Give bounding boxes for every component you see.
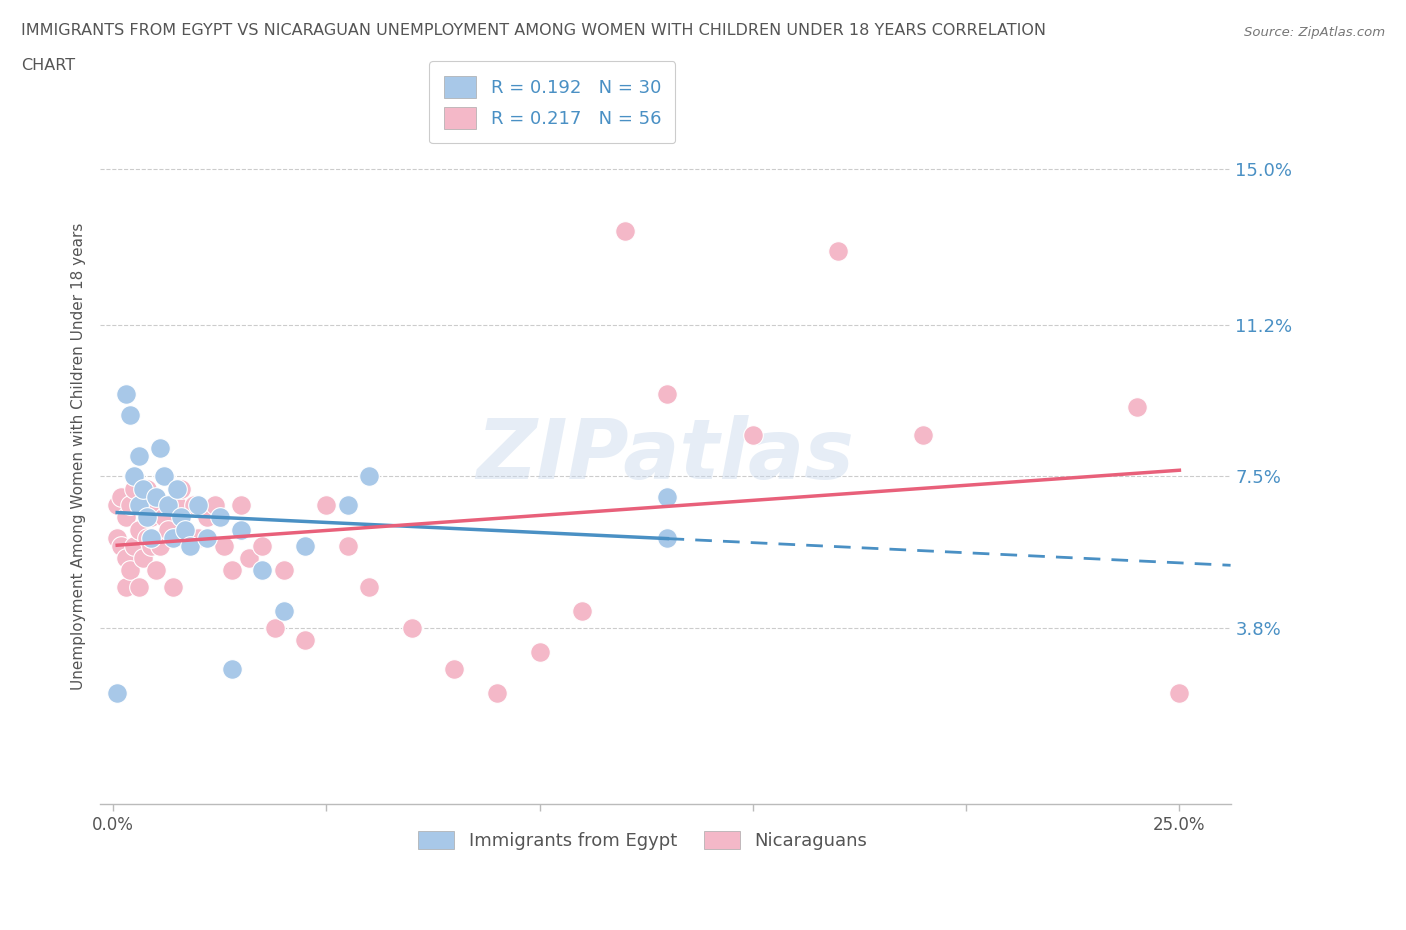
Point [273, 604, 295, 618]
Point [187, 530, 209, 545]
Point [157, 498, 180, 512]
Point [114, 387, 136, 402]
Point [128, 498, 150, 512]
Point [145, 489, 167, 504]
Point [114, 579, 136, 594]
Point [238, 551, 260, 565]
Point [741, 428, 763, 443]
Y-axis label: Unemployment Among Women with Children Under 18 years: Unemployment Among Women with Children U… [72, 222, 86, 689]
Point [122, 538, 145, 553]
Point [229, 522, 252, 537]
Point [336, 498, 359, 512]
Point [179, 530, 201, 545]
Point [827, 244, 849, 259]
Text: CHART: CHART [21, 58, 75, 73]
Point [162, 530, 184, 545]
Point [136, 510, 159, 525]
Point [166, 481, 188, 496]
Point [170, 510, 193, 525]
Point [195, 510, 218, 525]
Point [145, 563, 167, 578]
Point [357, 579, 380, 594]
Point [657, 387, 679, 402]
Point [912, 428, 935, 443]
Point [187, 498, 209, 512]
Point [294, 632, 316, 647]
Point [208, 510, 231, 525]
Point [162, 579, 184, 594]
Point [571, 604, 593, 618]
Point [110, 489, 132, 504]
Point [212, 538, 235, 553]
Point [149, 440, 172, 455]
Text: IMMIGRANTS FROM EGYPT VS NICARAGUAN UNEMPLOYMENT AMONG WOMEN WITH CHILDREN UNDER: IMMIGRANTS FROM EGYPT VS NICARAGUAN UNEM… [21, 23, 1046, 38]
Point [357, 469, 380, 484]
Point [136, 530, 159, 545]
Point [122, 481, 145, 496]
Point [657, 530, 679, 545]
Point [252, 563, 274, 578]
Point [336, 538, 359, 553]
Point [229, 498, 252, 512]
Point [118, 407, 141, 422]
Point [141, 530, 163, 545]
Point [166, 498, 188, 512]
Text: Source: ZipAtlas.com: Source: ZipAtlas.com [1244, 26, 1385, 39]
Legend: Immigrants from Egypt, Nicaraguans: Immigrants from Egypt, Nicaraguans [411, 824, 875, 857]
Point [141, 538, 163, 553]
Point [132, 498, 155, 512]
Point [529, 644, 551, 659]
Point [1168, 685, 1191, 700]
Point [149, 538, 172, 553]
Point [204, 498, 226, 512]
Point [110, 538, 132, 553]
Point [141, 510, 163, 525]
Point [170, 481, 193, 496]
Point [657, 489, 679, 504]
Point [128, 579, 150, 594]
Point [132, 481, 155, 496]
Point [174, 522, 197, 537]
Point [105, 530, 128, 545]
Point [128, 448, 150, 463]
Point [221, 563, 243, 578]
Point [174, 522, 197, 537]
Point [294, 538, 316, 553]
Point [105, 685, 128, 700]
Point [114, 510, 136, 525]
Point [145, 498, 167, 512]
Point [128, 522, 150, 537]
Point [118, 498, 141, 512]
Point [122, 469, 145, 484]
Point [195, 530, 218, 545]
Point [401, 620, 423, 635]
Point [136, 481, 159, 496]
Point [179, 538, 201, 553]
Point [264, 620, 287, 635]
Point [105, 498, 128, 512]
Point [153, 510, 176, 525]
Point [118, 563, 141, 578]
Point [221, 661, 243, 676]
Point [613, 223, 636, 238]
Point [157, 522, 180, 537]
Point [153, 469, 176, 484]
Point [132, 551, 155, 565]
Point [1125, 399, 1147, 414]
Point [273, 563, 295, 578]
Point [183, 498, 205, 512]
Point [114, 551, 136, 565]
Point [485, 685, 508, 700]
Point [252, 538, 274, 553]
Point [315, 498, 337, 512]
Point [443, 661, 465, 676]
Text: ZIPatlas: ZIPatlas [477, 416, 855, 497]
